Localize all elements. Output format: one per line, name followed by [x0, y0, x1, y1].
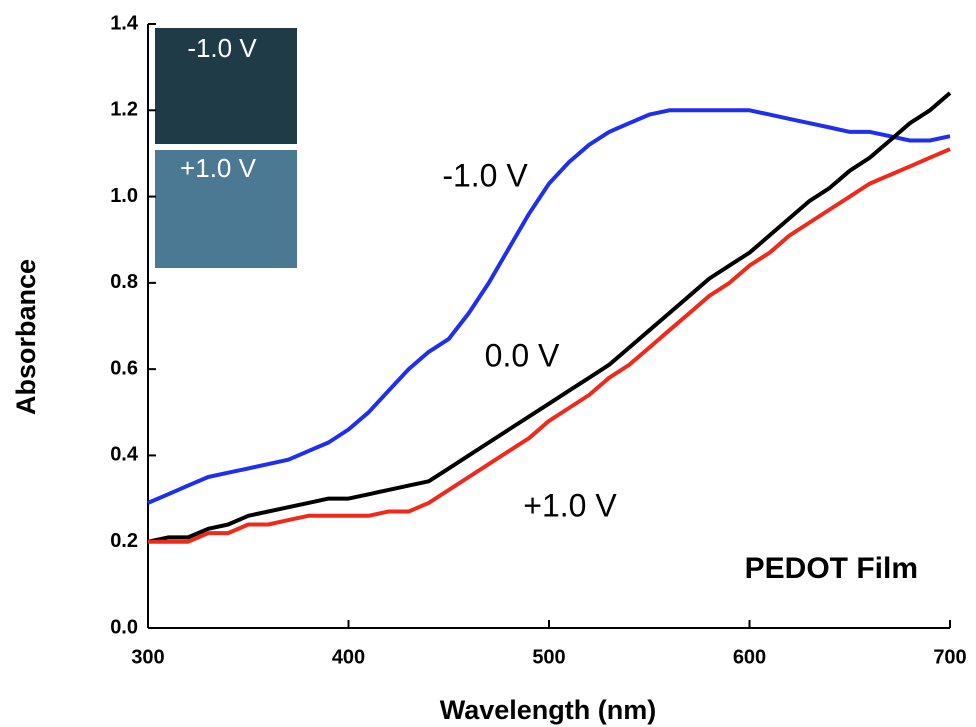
- x-tick-label: 400: [332, 646, 365, 668]
- inset-label: +1.0 V: [180, 153, 257, 183]
- y-tick-label: 0.2: [110, 530, 138, 552]
- y-tick-label: 1.4: [110, 12, 139, 34]
- y-tick-label: 1.2: [110, 99, 138, 121]
- data-line: [147, 108, 951, 505]
- series-label: -1.0 V: [442, 157, 528, 193]
- x-tick-label: 600: [733, 646, 766, 668]
- series-label: +1.0 V: [523, 487, 617, 523]
- data-line: [148, 147, 951, 544]
- data-line: [147, 91, 952, 544]
- y-tick-label: 1.0: [110, 185, 138, 207]
- y-tick-label: 0.8: [110, 271, 138, 293]
- inset-image: [155, 28, 297, 144]
- annotation: PEDOT Film: [745, 552, 918, 585]
- x-tick-label: 500: [532, 646, 565, 668]
- y-axis-title: Absorbance: [11, 259, 41, 415]
- x-tick-label: 300: [131, 646, 164, 668]
- y-tick-label: 0.6: [110, 357, 138, 379]
- series-label: 0.0 V: [485, 337, 560, 373]
- x-axis-title: Wavelength (nm): [440, 695, 657, 725]
- inset-image: [155, 150, 297, 268]
- inset-label: -1.0 V: [187, 33, 257, 63]
- y-tick-label: 0.0: [110, 616, 138, 638]
- y-tick-label: 0.4: [110, 444, 139, 466]
- x-tick-label: 700: [933, 646, 966, 668]
